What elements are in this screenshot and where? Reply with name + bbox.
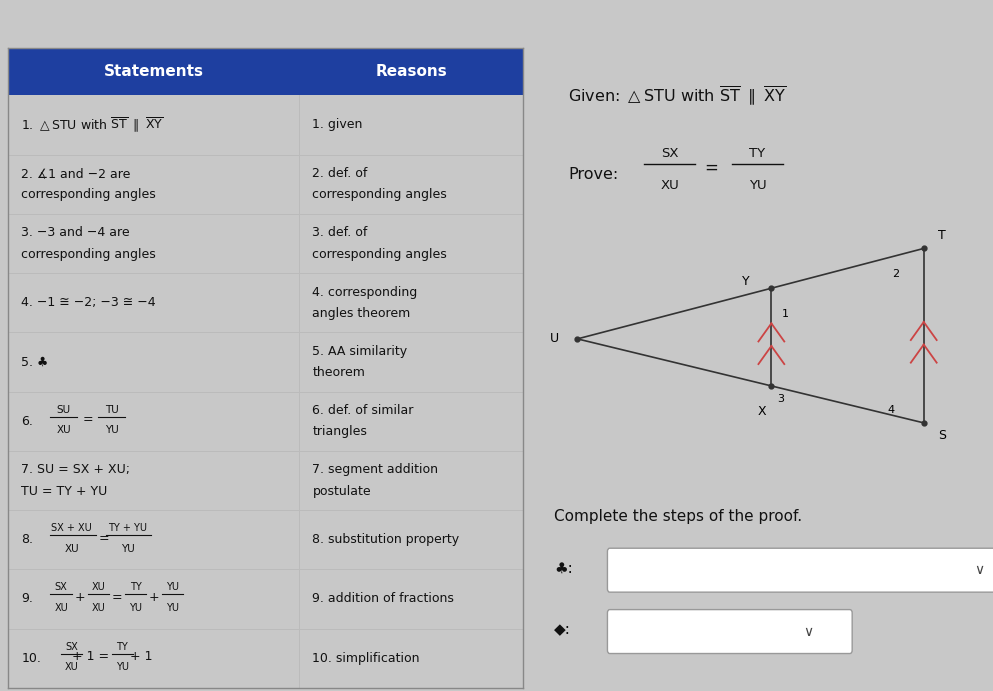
Text: ∨: ∨	[803, 625, 813, 638]
Text: Prove:: Prove:	[568, 167, 619, 182]
Text: 1. given: 1. given	[313, 118, 362, 131]
FancyBboxPatch shape	[608, 609, 852, 654]
Text: XU: XU	[65, 544, 79, 553]
Text: 3. def. of: 3. def. of	[313, 226, 367, 239]
Text: 7. segment addition: 7. segment addition	[313, 463, 438, 476]
Text: theorem: theorem	[313, 366, 365, 379]
Text: triangles: triangles	[313, 426, 367, 438]
Text: =: =	[111, 591, 122, 604]
Text: 4: 4	[888, 405, 895, 415]
Text: 10. simplification: 10. simplification	[313, 652, 420, 665]
Text: S: S	[938, 429, 946, 442]
Text: TY: TY	[750, 147, 766, 160]
Text: YU: YU	[129, 603, 142, 613]
Text: 8.: 8.	[21, 533, 33, 546]
Text: angles theorem: angles theorem	[313, 307, 411, 320]
Text: 2: 2	[893, 269, 900, 279]
Text: Y: Y	[742, 275, 750, 288]
Text: 4. −1 ≅ −2; −3 ≅ −4: 4. −1 ≅ −2; −3 ≅ −4	[21, 296, 156, 309]
Text: Complete the steps of the proof.: Complete the steps of the proof.	[554, 509, 802, 524]
Text: 2. def. of: 2. def. of	[313, 167, 367, 180]
Text: corresponding angles: corresponding angles	[21, 189, 156, 201]
Text: 1. $\triangle$STU with $\overline{\rm ST}$ $\parallel$ $\overline{\rm XY}$: 1. $\triangle$STU with $\overline{\rm ST…	[21, 115, 164, 134]
Text: XU: XU	[57, 425, 71, 435]
Text: =: =	[82, 413, 93, 426]
Text: YU: YU	[166, 583, 179, 592]
Text: U: U	[550, 332, 559, 346]
Text: TU = TY + YU: TU = TY + YU	[21, 484, 107, 498]
Text: TY: TY	[116, 641, 128, 652]
Text: 4. corresponding: 4. corresponding	[313, 285, 418, 299]
Text: 6. def. of similar: 6. def. of similar	[313, 404, 414, 417]
Text: 6.: 6.	[21, 415, 33, 428]
Text: + 1 =: + 1 =	[71, 650, 109, 663]
Text: =: =	[704, 159, 718, 177]
FancyBboxPatch shape	[608, 548, 993, 592]
Text: corresponding angles: corresponding angles	[21, 247, 156, 261]
Text: XU: XU	[55, 603, 68, 613]
Text: =: =	[98, 532, 109, 545]
Text: corresponding angles: corresponding angles	[313, 247, 447, 261]
Text: 9. addition of fractions: 9. addition of fractions	[313, 592, 454, 605]
Text: SX: SX	[55, 583, 68, 592]
Text: TU: TU	[104, 404, 118, 415]
FancyBboxPatch shape	[8, 48, 523, 95]
Text: 2. ∡1 and −2 are: 2. ∡1 and −2 are	[21, 167, 131, 180]
Text: + 1: + 1	[129, 650, 152, 663]
Text: TY: TY	[130, 583, 141, 592]
Text: YU: YU	[116, 662, 129, 672]
Text: +: +	[149, 591, 159, 604]
Text: 3: 3	[778, 394, 784, 404]
Text: SU: SU	[57, 404, 71, 415]
Text: +: +	[74, 591, 85, 604]
Text: 10.: 10.	[21, 652, 41, 665]
Text: XU: XU	[65, 662, 78, 672]
Text: 5. ♣: 5. ♣	[21, 355, 49, 368]
Text: XU: XU	[91, 583, 105, 592]
Text: Reasons: Reasons	[375, 64, 447, 79]
Text: X: X	[758, 405, 767, 418]
Text: 5. AA similarity: 5. AA similarity	[313, 345, 407, 358]
Text: YU: YU	[120, 544, 134, 553]
Text: Given: $\triangle$STU with $\overline{\rm ST}$ $\parallel$ $\overline{\rm XY}$: Given: $\triangle$STU with $\overline{\r…	[568, 85, 786, 108]
Text: SX: SX	[66, 641, 78, 652]
Text: 8. substitution property: 8. substitution property	[313, 533, 460, 546]
Text: ∨: ∨	[974, 563, 984, 577]
Text: 3. −3 and −4 are: 3. −3 and −4 are	[21, 226, 130, 239]
Text: 9.: 9.	[21, 592, 33, 605]
Text: TY + YU: TY + YU	[108, 523, 147, 533]
Text: ♣:: ♣:	[554, 560, 573, 576]
Text: XU: XU	[660, 179, 679, 192]
Text: 1: 1	[781, 309, 788, 319]
Text: YU: YU	[166, 603, 179, 613]
Text: ◆:: ◆:	[554, 622, 571, 637]
Text: YU: YU	[749, 179, 767, 192]
Text: Statements: Statements	[103, 64, 204, 79]
Text: XU: XU	[91, 603, 105, 613]
Text: YU: YU	[104, 425, 118, 435]
Text: T: T	[938, 229, 946, 242]
Text: SX + XU: SX + XU	[52, 523, 92, 533]
Text: 7. SU = SX + XU;: 7. SU = SX + XU;	[21, 463, 130, 476]
Text: corresponding angles: corresponding angles	[313, 189, 447, 201]
Text: SX: SX	[661, 147, 678, 160]
Text: postulate: postulate	[313, 484, 371, 498]
